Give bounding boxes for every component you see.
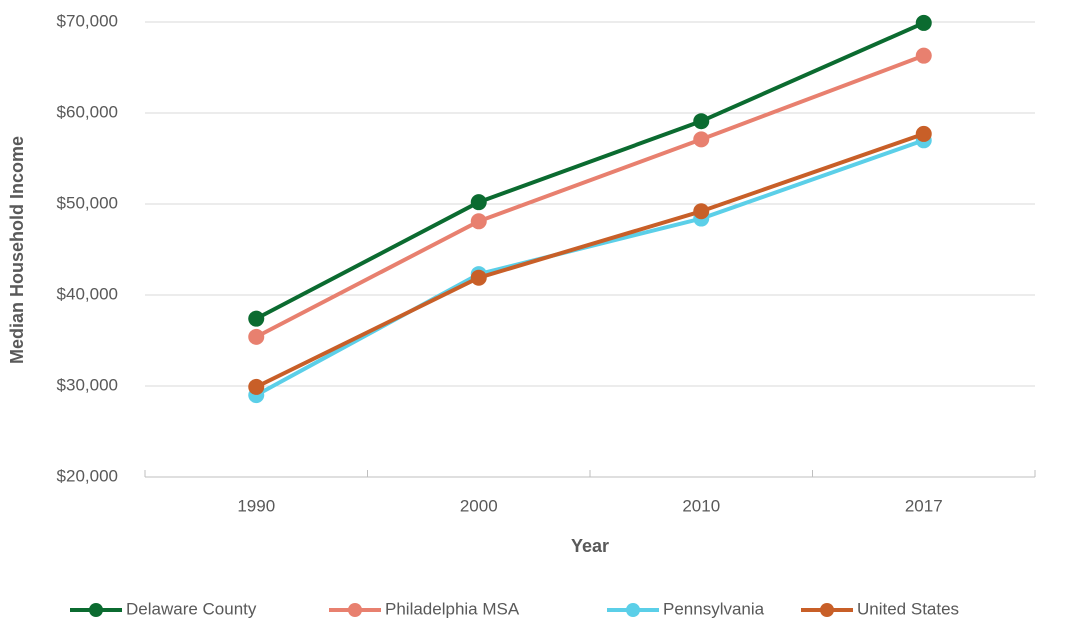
series-line <box>255 21 925 321</box>
y-tick-label: $70,000 <box>57 11 118 30</box>
legend-label: Philadelphia MSA <box>385 599 520 618</box>
legend-marker <box>820 603 834 617</box>
x-tick-label: 2000 <box>460 496 498 515</box>
series-line <box>255 53 925 339</box>
data-point <box>248 328 265 345</box>
data-point <box>693 203 710 220</box>
x-axis-title: Year <box>571 536 609 556</box>
data-point <box>470 194 487 211</box>
data-point <box>470 213 487 230</box>
data-point <box>693 131 710 148</box>
data-point <box>248 310 265 327</box>
x-tick-label: 2010 <box>682 496 720 515</box>
data-point <box>915 47 932 64</box>
y-axis-title: Median Household Income <box>7 136 27 364</box>
legend-marker <box>626 603 640 617</box>
x-tick-label: 2017 <box>905 496 943 515</box>
series-line <box>255 132 925 389</box>
legend-marker <box>348 603 362 617</box>
legend-label: United States <box>857 599 959 618</box>
y-tick-label: $30,000 <box>57 375 118 394</box>
y-tick-label: $60,000 <box>57 102 118 121</box>
x-tick-label: 1990 <box>237 496 275 515</box>
y-tick-label: $40,000 <box>57 284 118 303</box>
data-point <box>693 113 710 130</box>
data-point <box>248 378 265 395</box>
data-point <box>470 269 487 286</box>
legend-label: Delaware County <box>126 599 257 618</box>
y-tick-label: $50,000 <box>57 193 118 212</box>
y-tick-label: $20,000 <box>57 466 118 485</box>
legend-marker <box>89 603 103 617</box>
data-point <box>915 14 932 31</box>
legend-label: Pennsylvania <box>663 599 765 618</box>
data-point <box>915 125 932 142</box>
